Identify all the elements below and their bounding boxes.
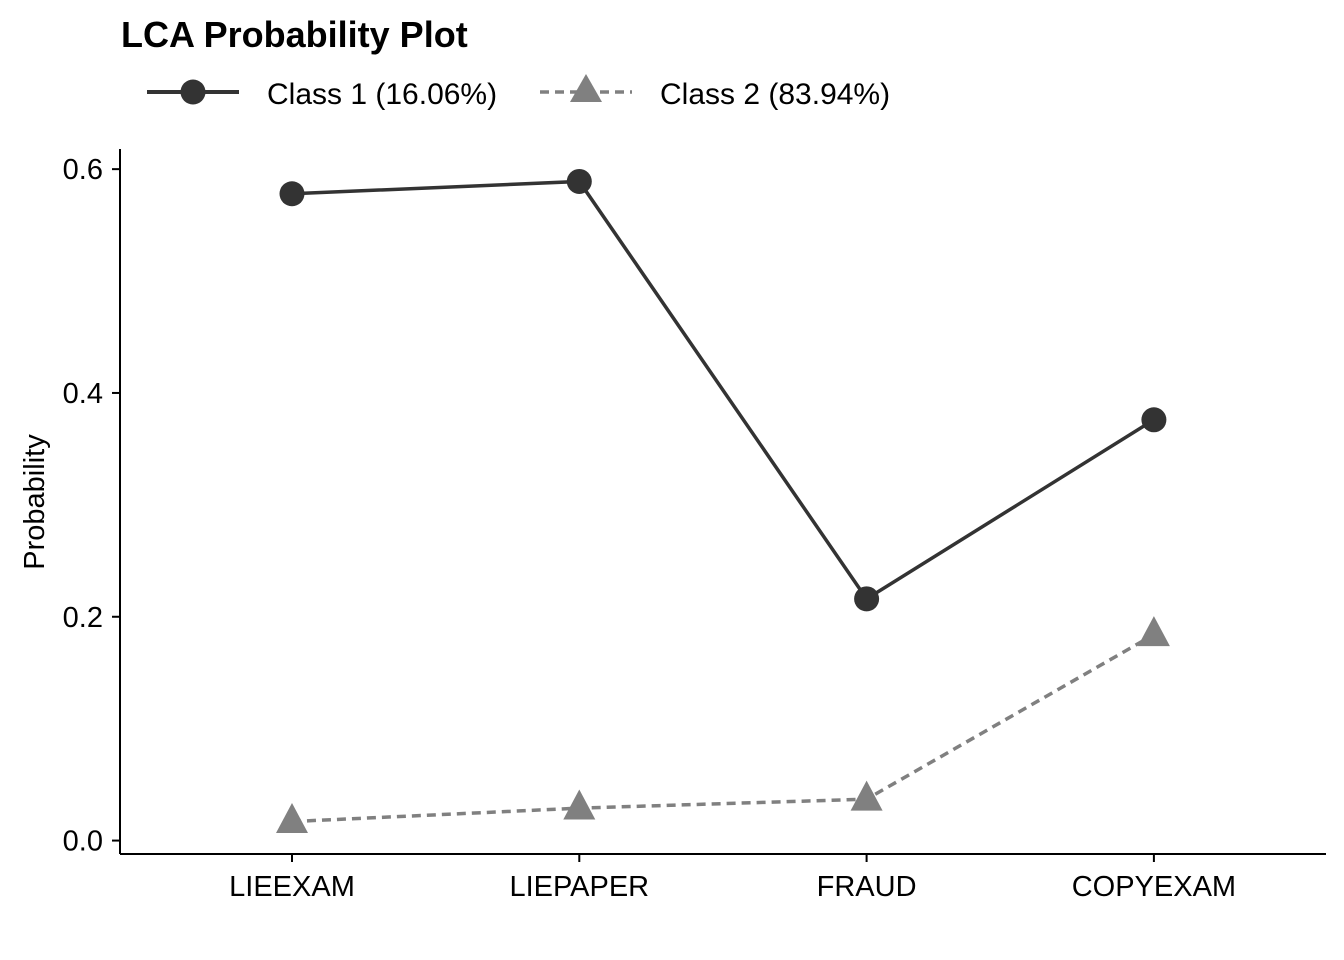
legend: Class 1 (16.06%) Class 2 (83.94%): [147, 74, 890, 111]
y-tick-label: 0.0: [63, 826, 103, 858]
series-2: [276, 616, 1170, 833]
series-line: [291, 633, 1155, 824]
legend-marker-class-1: [180, 79, 206, 105]
data-point: [566, 168, 592, 194]
x-tick-label: FRAUD: [817, 871, 917, 903]
legend-marker-class-2: [570, 74, 602, 102]
chart-title: LCA Probability Plot: [121, 14, 468, 55]
legend-label-class-1: Class 1 (16.06%): [267, 78, 497, 111]
data-point: [563, 789, 596, 820]
y-tick-label: 0.2: [63, 602, 103, 634]
x-tick-label: COPYEXAM: [1072, 871, 1236, 903]
data-point: [276, 802, 308, 833]
data-point: [850, 780, 883, 811]
x-tick-label: LIEPAPER: [509, 871, 649, 903]
series-1: [279, 168, 1167, 612]
legend-label-class-2: Class 2 (83.94%): [660, 78, 890, 111]
y-tick-label: 0.4: [63, 378, 103, 410]
series-layer: [276, 168, 1170, 833]
data-point: [1137, 616, 1170, 647]
y-ticks: 0.0 0.2 0.4 0.6: [63, 154, 120, 858]
legend-item-class-1: Class 1 (16.06%): [147, 78, 497, 111]
data-point: [279, 181, 305, 207]
data-point: [854, 586, 880, 612]
data-point: [1141, 407, 1167, 433]
x-tick-label: LIEEXAM: [229, 871, 355, 903]
y-axis-title: Probability: [19, 434, 51, 570]
x-ticks: LIEEXAM LIEPAPER FRAUD COPYEXAM: [229, 854, 1236, 903]
legend-item-class-2: Class 2 (83.94%): [540, 74, 890, 111]
y-tick-label: 0.6: [63, 154, 103, 186]
series-line: [291, 179, 1155, 602]
